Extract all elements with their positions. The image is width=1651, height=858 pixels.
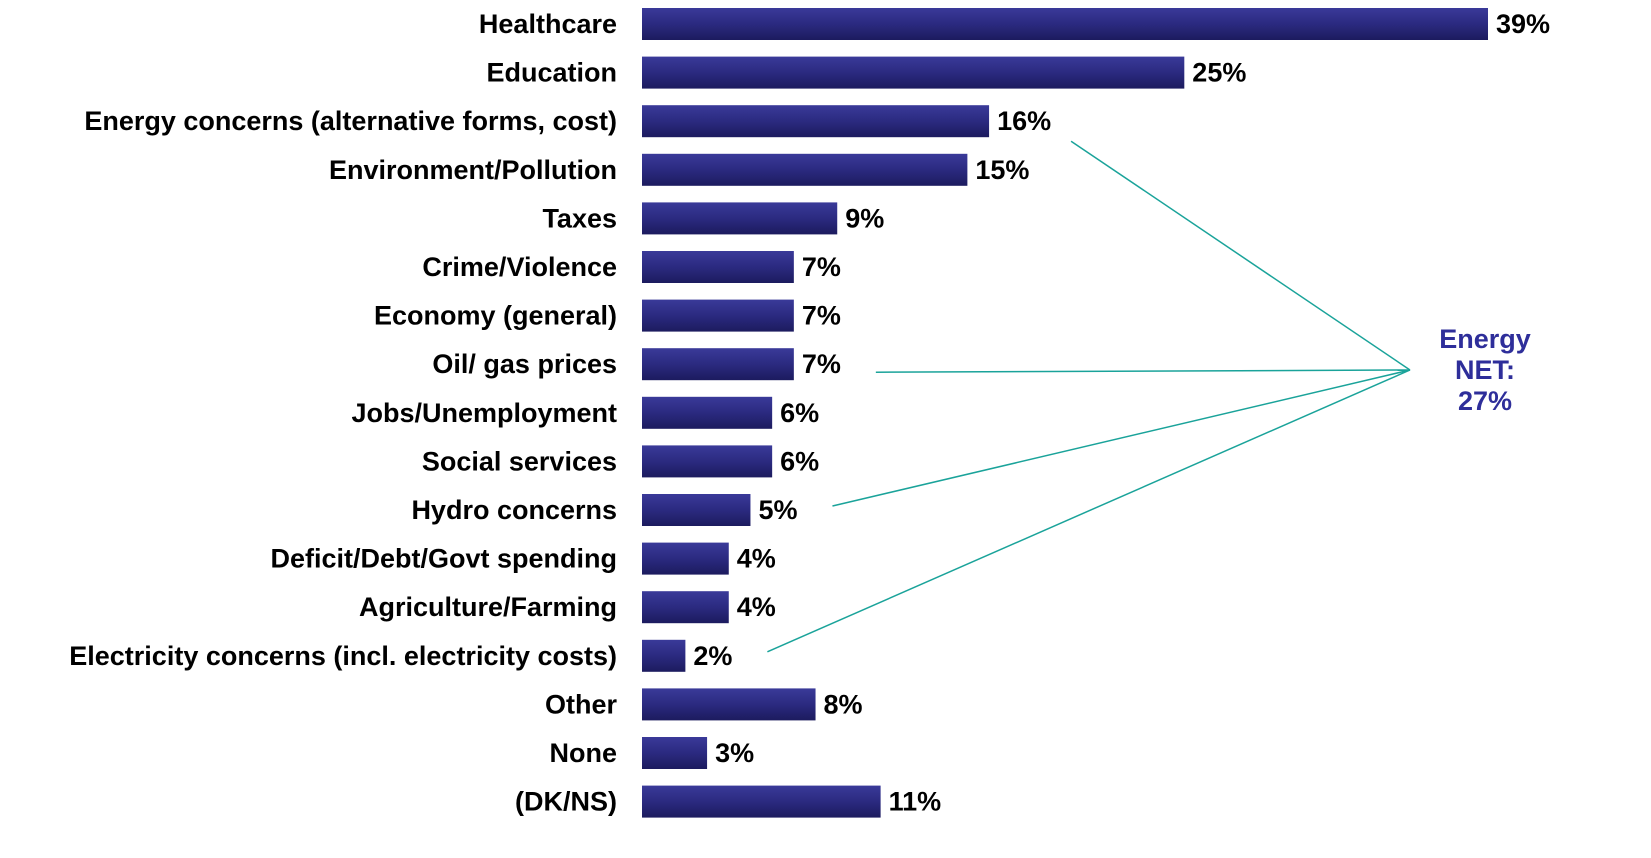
category-label-hydro-concerns: Hydro concerns — [411, 495, 617, 525]
value-label-hydro-concerns: 5% — [758, 495, 797, 525]
bar-healthcare — [642, 8, 1488, 40]
energy-net-annotation: Energy NET: 27% — [1439, 324, 1531, 416]
category-label-crime-violence: Crime/Violence — [422, 252, 617, 282]
bar-deficit-debt-govt-spending — [642, 542, 729, 575]
bar-dk-ns — [642, 785, 881, 818]
bar-none — [642, 737, 708, 769]
value-label-economy-general: 7% — [802, 301, 841, 331]
category-label-jobs-unemployment: Jobs/Unemployment — [351, 398, 617, 428]
value-label-agriculture-farming: 4% — [737, 592, 776, 622]
category-label-taxes: Taxes — [542, 203, 617, 233]
connector-hydro-concerns — [832, 369, 1411, 507]
category-label-environment-pollution: Environment/Pollution — [329, 155, 617, 185]
category-label-economy-general: Economy (general) — [374, 301, 617, 331]
category-label-social-services: Social services — [422, 446, 617, 476]
value-label-education: 25% — [1192, 58, 1246, 88]
value-label-taxes: 9% — [845, 203, 884, 233]
value-label-electricity-concerns-incl-electricity-costs: 2% — [693, 641, 732, 671]
bar-taxes — [642, 202, 838, 235]
category-label-education: Education — [486, 58, 617, 88]
category-label-agriculture-farming: Agriculture/Farming — [359, 592, 617, 622]
bar-education — [642, 56, 1185, 89]
connector-electricity-concerns-incl-electricity-costs — [767, 369, 1411, 653]
value-label-energy-concerns-alternative-forms-cost: 16% — [997, 106, 1051, 136]
category-label-energy-concerns-alternative-forms-cost: Energy concerns (alternative forms, cost… — [84, 106, 617, 136]
value-label-social-services: 6% — [780, 446, 819, 476]
bar-energy-concerns-alternative-forms-cost — [642, 105, 990, 138]
category-label-healthcare: Healthcare — [479, 9, 617, 39]
value-label-dk-ns: 11% — [889, 787, 942, 817]
value-label-jobs-unemployment: 6% — [780, 398, 819, 428]
category-label-electricity-concerns-incl-electricity-costs: Electricity concerns (incl. electricity … — [69, 641, 617, 671]
bar-other — [642, 688, 816, 721]
value-label-none: 3% — [715, 738, 754, 768]
connector-oil-gas-prices — [875, 369, 1411, 373]
value-label-crime-violence: 7% — [802, 252, 841, 282]
bar-agriculture-farming — [642, 591, 729, 624]
bar-social-services — [642, 445, 773, 478]
connector-energy-concerns-alternative-forms-cost — [1070, 140, 1411, 371]
energy-net-connectors — [767, 140, 1411, 653]
annotation-line-1: NET: — [1455, 355, 1515, 385]
bar-oil-gas-prices — [642, 348, 794, 381]
bar-electricity-concerns-incl-electricity-costs — [642, 639, 686, 672]
value-label-healthcare: 39% — [1496, 9, 1550, 39]
bar-environment-pollution — [642, 153, 968, 186]
category-label-none: None — [550, 738, 618, 768]
bar-jobs-unemployment — [642, 396, 773, 429]
value-label-environment-pollution: 15% — [975, 155, 1029, 185]
annotation-line-0: Energy — [1439, 324, 1531, 354]
bar-economy-general — [642, 299, 794, 332]
category-label-other: Other — [545, 689, 618, 719]
value-label-other: 8% — [824, 689, 863, 719]
value-label-deficit-debt-govt-spending: 4% — [737, 544, 776, 574]
annotation-line-2: 27% — [1458, 386, 1512, 416]
category-label-oil-gas-prices: Oil/ gas prices — [432, 349, 617, 379]
bar-hydro-concerns — [642, 494, 751, 526]
value-label-oil-gas-prices: 7% — [802, 349, 841, 379]
bars-layer: Healthcare 39% Education 25% Energy concerns… — [69, 8, 1550, 818]
bar-crime-violence — [642, 251, 794, 283]
category-label-dk-ns: (DK/NS) — [515, 787, 617, 817]
category-label-deficit-debt-govt-spending: Deficit/Debt/Govt spending — [270, 544, 617, 574]
